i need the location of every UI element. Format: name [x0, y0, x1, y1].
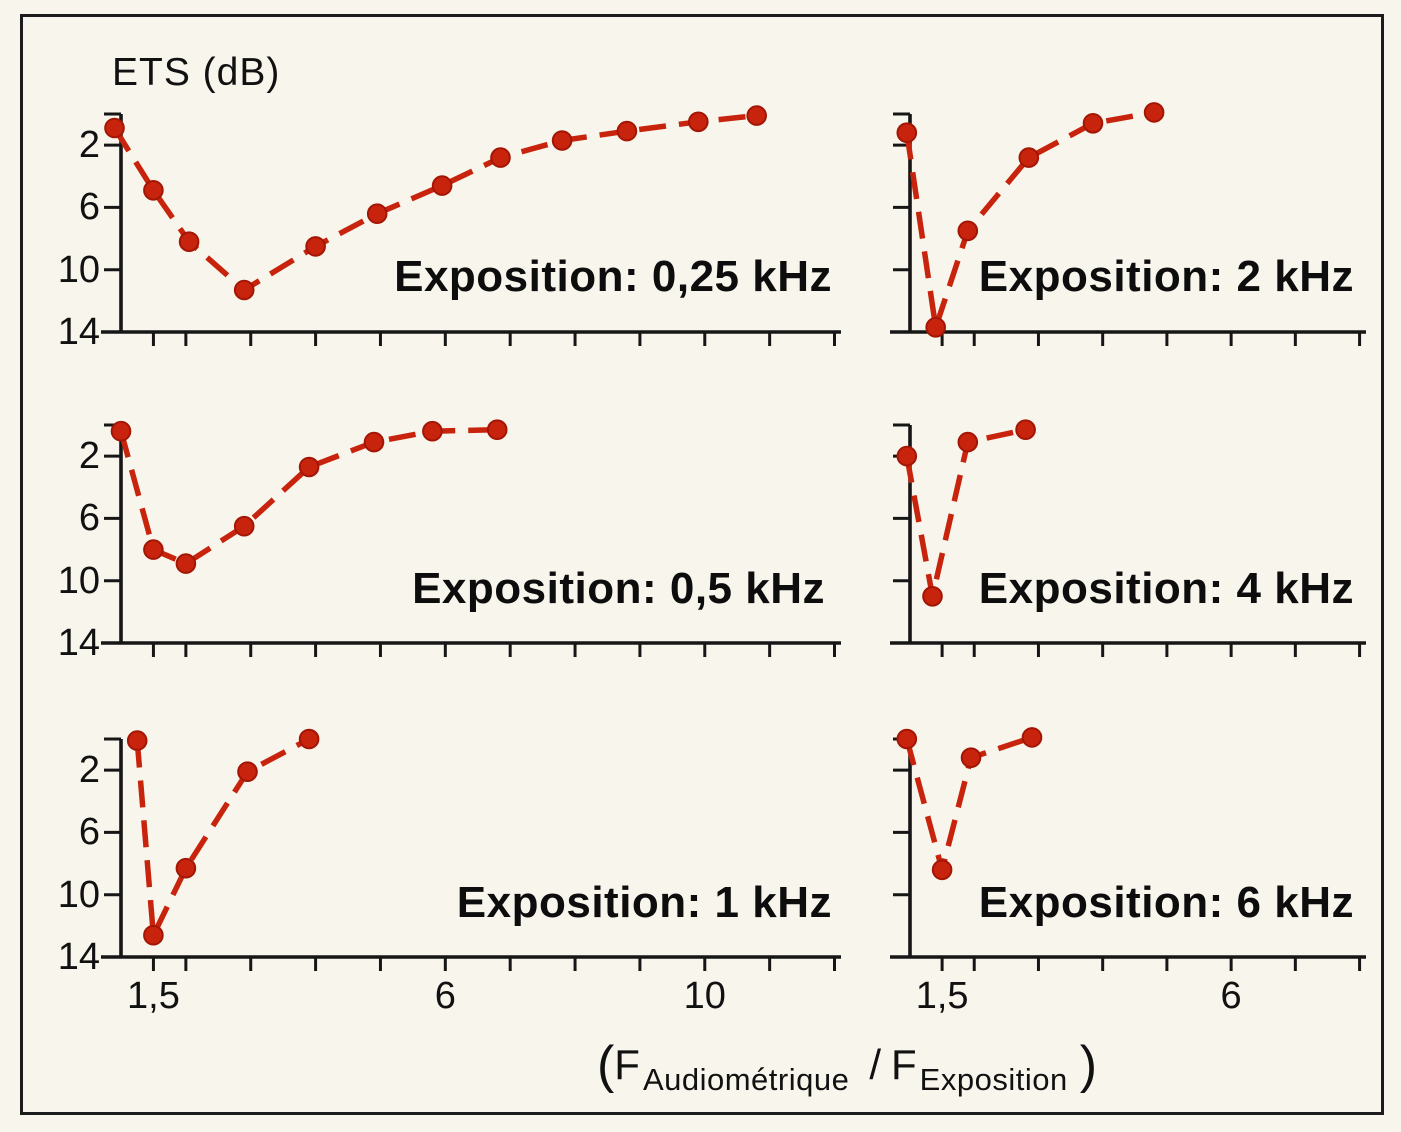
- x-axis-title-sub-audiometrique: Audiométrique: [642, 1062, 850, 1097]
- plot-title-exposition-0-5-khz: Exposition: 0,5 kHz: [412, 564, 825, 613]
- data-point: [233, 279, 255, 301]
- plot-title-exposition-4-khz: Exposition: 4 kHz: [978, 564, 1354, 613]
- y-tick-label: 10: [57, 873, 100, 916]
- data-point: [1018, 147, 1040, 168]
- data-point: [298, 456, 320, 478]
- data-point: [922, 586, 943, 607]
- data-line: [904, 734, 1033, 881]
- data-point: [110, 420, 132, 442]
- data-line: [904, 109, 1155, 329]
- plot-exposition-2-khz: [890, 102, 1366, 346]
- x-tick-label: 1,5: [127, 975, 180, 1017]
- data-point: [126, 730, 148, 751]
- plot-exposition-0-25-khz: [101, 105, 841, 346]
- data-point: [1143, 102, 1165, 123]
- x-axis-title-f2: F: [891, 1041, 917, 1088]
- y-tick-label: 14: [57, 311, 100, 353]
- data-point: [431, 175, 453, 196]
- x-axis-title-f1: F: [614, 1041, 640, 1088]
- data-line: [118, 426, 498, 567]
- y-tick-label: 14: [57, 622, 100, 664]
- data-line: [904, 427, 1027, 597]
- plot-exposition-1-khz: [101, 728, 841, 971]
- y-tick-label: 2: [78, 124, 100, 167]
- data-point: [616, 120, 638, 142]
- data-point: [237, 761, 258, 783]
- data-point: [896, 728, 918, 750]
- data-point: [551, 130, 573, 151]
- data-point: [1015, 419, 1036, 441]
- figure-border-frame: [20, 14, 1384, 1115]
- data-point: [925, 317, 947, 338]
- x-tick-label: 1,5: [915, 975, 969, 1017]
- x-axis-title-close-paren: ): [1079, 1036, 1098, 1094]
- plot-exposition-6-khz: [890, 727, 1366, 971]
- data-point: [233, 515, 255, 537]
- data-line: [134, 736, 311, 946]
- x-tick-label: 10: [683, 975, 726, 1017]
- data-point: [896, 445, 918, 467]
- x-axis-title-slash: /: [869, 1041, 882, 1088]
- data-point: [688, 111, 709, 133]
- data-point: [178, 231, 200, 252]
- data-point: [366, 203, 388, 224]
- y-tick-label: 6: [78, 811, 100, 854]
- data-point: [896, 122, 918, 143]
- plot-title-exposition-1-khz: Exposition: 1 kHz: [456, 878, 832, 927]
- y-tick-label: 2: [78, 435, 100, 478]
- plot-exposition-0-5-khz: [101, 419, 841, 657]
- x-tick-label: 6: [434, 975, 456, 1017]
- data-point: [305, 236, 326, 257]
- x-axis-title-sub-exposition: Exposition: [919, 1062, 1068, 1097]
- plot-title-exposition-6-khz: Exposition: 6 kHz: [978, 878, 1354, 927]
- data-point: [1082, 113, 1104, 134]
- data-point: [363, 431, 385, 453]
- plot-title-exposition-2-khz: Exposition: 2 kHz: [978, 252, 1354, 301]
- data-point: [298, 728, 320, 750]
- data-point: [422, 420, 443, 442]
- x-tick-label: 6: [1220, 975, 1242, 1017]
- x-axis-title: (FAudiométrique / FExposition): [597, 1034, 1097, 1098]
- data-line: [112, 112, 757, 294]
- data-point: [957, 431, 979, 453]
- y-tick-label: 2: [78, 749, 100, 792]
- plot-exposition-4-khz: [890, 419, 1366, 657]
- data-point: [175, 553, 197, 574]
- plot-title-exposition-0-25-khz: Exposition: 0,25 kHz: [394, 252, 832, 301]
- data-point: [957, 220, 979, 242]
- y-tick-label: 10: [57, 559, 100, 602]
- data-point: [746, 105, 768, 126]
- y-tick-label: 14: [57, 936, 100, 978]
- data-point: [104, 117, 125, 139]
- y-tick-label: 10: [57, 248, 100, 291]
- y-tick-label: 6: [78, 497, 100, 540]
- data-point: [143, 924, 164, 946]
- data-point: [143, 539, 164, 560]
- data-point: [490, 147, 511, 168]
- data-point: [486, 419, 508, 441]
- data-point: [143, 180, 164, 201]
- data-point: [931, 859, 953, 881]
- y-tick-label: 6: [78, 186, 100, 229]
- y-axis-title: ETS (dB): [112, 51, 281, 94]
- data-point: [175, 857, 197, 879]
- data-point: [1021, 727, 1043, 748]
- data-point: [960, 747, 982, 769]
- x-axis-title-open-paren: (: [596, 1036, 615, 1094]
